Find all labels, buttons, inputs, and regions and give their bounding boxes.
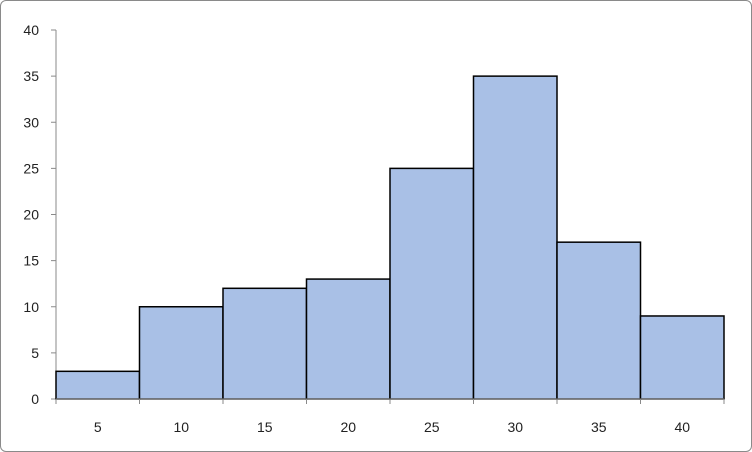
x-tick-label: 10 [173, 419, 189, 435]
histogram-bar [472, 75, 558, 400]
histogram-bar [556, 241, 642, 400]
histogram-bar [305, 278, 391, 400]
y-tick-label: 0 [31, 391, 39, 407]
x-tick-label: 25 [424, 419, 440, 435]
x-tick-label: 15 [257, 419, 273, 435]
y-tick-label: 25 [23, 160, 39, 176]
y-tick-label: 20 [23, 207, 39, 223]
x-tick-label: 20 [340, 419, 356, 435]
x-tick-label: 40 [674, 419, 690, 435]
x-axis: 5 10 15 20 25 30 35 40 [55, 398, 725, 435]
bars-group [55, 75, 725, 400]
histogram-bar [55, 370, 141, 400]
y-axis: 0 5 10 15 20 25 30 35 40 [23, 22, 57, 407]
x-tick-label: 35 [591, 419, 607, 435]
y-tick-label: 35 [23, 68, 39, 84]
x-tick-label: 30 [507, 419, 523, 435]
histogram-bar [389, 167, 475, 400]
x-tick-label: 5 [94, 419, 102, 435]
histogram-bar [222, 287, 308, 400]
y-tick-label: 10 [23, 299, 39, 315]
histogram-bar [639, 315, 725, 400]
histogram-bar [138, 306, 224, 400]
y-tick-label: 5 [31, 345, 39, 361]
y-tick-label: 30 [23, 114, 39, 130]
y-tick-label: 15 [23, 253, 39, 269]
y-tick-label: 40 [23, 22, 39, 38]
